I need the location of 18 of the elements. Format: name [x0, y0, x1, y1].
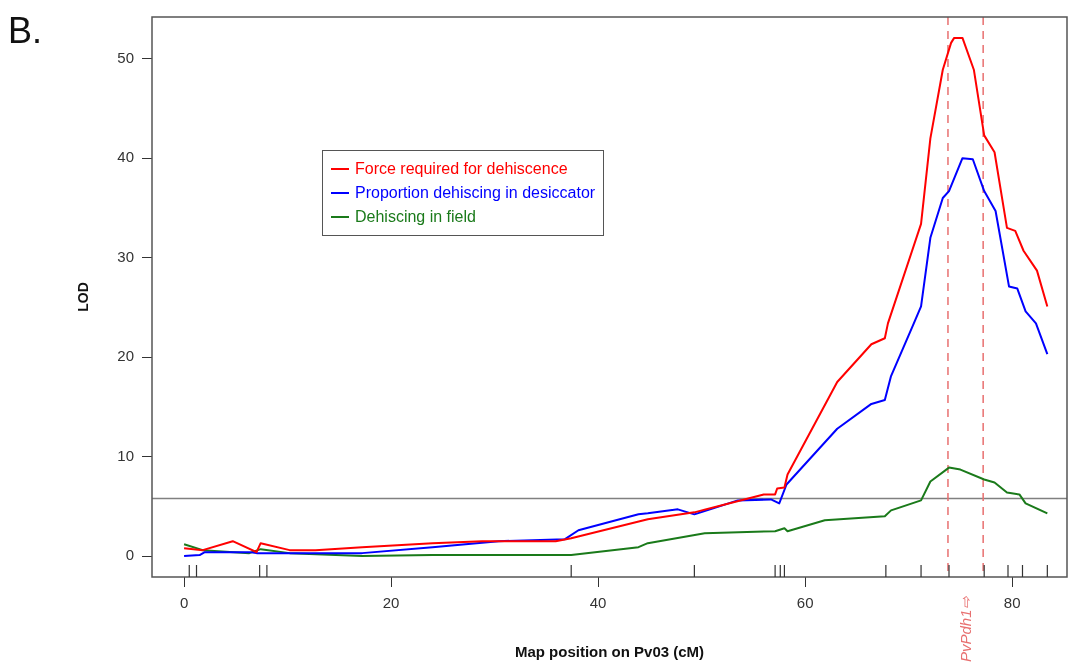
y-tick-label: 0 [125, 546, 134, 564]
x-tick-label: 20 [382, 594, 400, 612]
y-tick-label: 30 [117, 247, 134, 265]
legend-label: Dehiscing in field [355, 207, 476, 227]
x-tick-label: 0 [179, 594, 189, 612]
y-tick-label: 50 [117, 48, 134, 66]
legend-label: Force required for dehiscence [355, 159, 568, 179]
x-tick-label: 60 [796, 594, 814, 612]
x-axis-title: Map position on Pv03 (cM) [514, 643, 705, 661]
x-tick-label: 40 [589, 594, 607, 612]
text: PvPdh1⇨ [956, 595, 974, 662]
y-tick-label: 10 [117, 446, 134, 464]
y-tick-label: 20 [117, 347, 134, 365]
x-tick-label: 80 [1003, 594, 1021, 612]
legend-label: Proportion dehiscing in desiccator [355, 183, 596, 203]
chart-title: B. [8, 10, 43, 52]
y-axis-title: LOD [75, 282, 92, 312]
y-tick-label: 40 [117, 148, 134, 166]
